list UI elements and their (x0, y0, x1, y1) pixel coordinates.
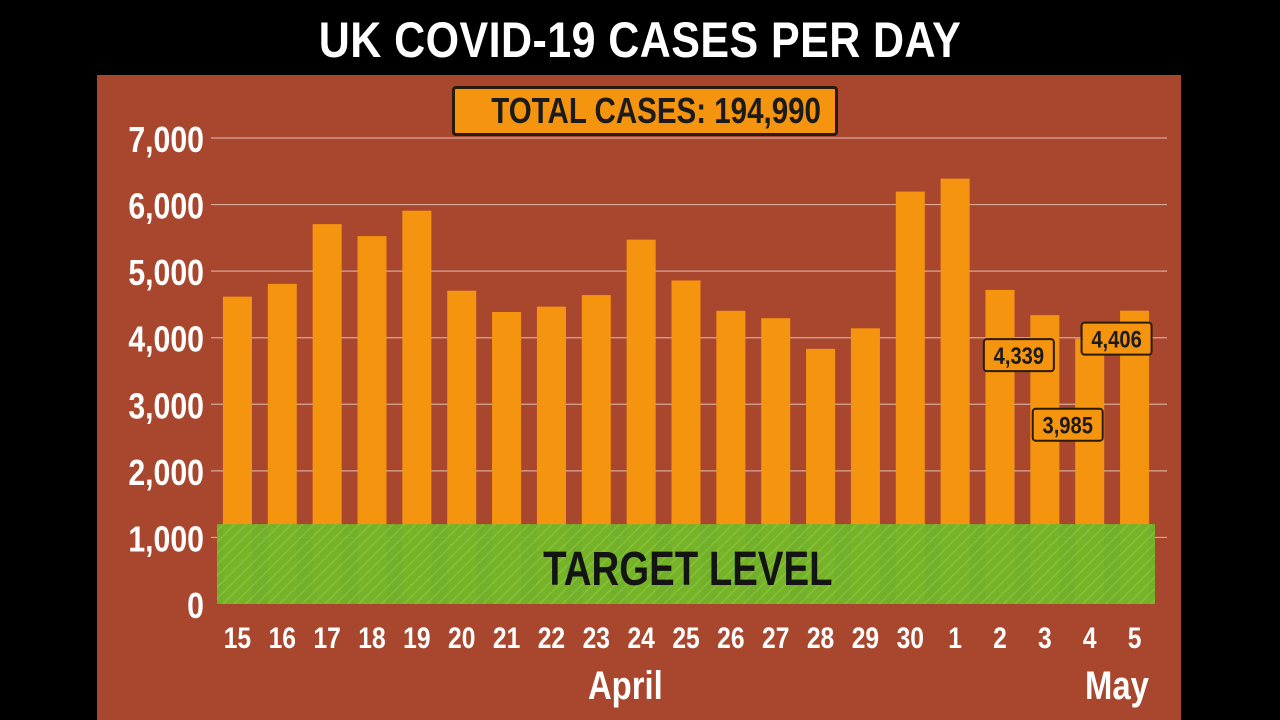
x-tick-label: 26 (717, 621, 744, 655)
month-label-april: April (588, 664, 663, 708)
total-cases-text: TOTAL CASES: 194,990 (491, 90, 821, 131)
y-tick-label: 1,000 (128, 520, 204, 560)
chart-title: UK COVID-19 CASES PER DAY (318, 12, 962, 68)
y-tick-label: 6,000 (128, 187, 204, 227)
x-tick-label: 30 (897, 621, 924, 655)
y-tick-label: 2,000 (128, 453, 204, 493)
x-tick-label: 4 (1083, 621, 1097, 655)
data-label: 4,406 (1091, 326, 1141, 353)
y-tick-label: 0 (187, 587, 204, 627)
target-level-text: TARGET LEVEL (543, 543, 833, 596)
x-tick-label: 1 (948, 621, 962, 655)
month-label-may: May (1085, 664, 1149, 708)
x-tick-label: 27 (762, 621, 789, 655)
target-level-band (217, 524, 1155, 604)
target-level-label: TARGET LEVEL (498, 540, 878, 600)
data-label-box (982, 338, 1055, 373)
x-tick-label: 29 (852, 621, 879, 655)
data-label-box (1080, 321, 1153, 356)
x-tick-label: 28 (807, 621, 834, 655)
y-tick-label: 5,000 (128, 254, 204, 294)
y-tick-label: 7,000 (128, 121, 204, 161)
x-tick-label: 2 (993, 621, 1007, 655)
data-label-box (1031, 407, 1104, 442)
x-tick-label: 5 (1128, 621, 1142, 655)
x-tick-label: 15 (224, 621, 251, 655)
y-tick-label: 3,000 (128, 387, 204, 427)
x-tick-label: 20 (448, 621, 475, 655)
x-tick-label: 17 (313, 621, 340, 655)
x-tick-label: 18 (358, 621, 385, 655)
y-tick-label: 4,000 (128, 320, 204, 360)
x-tick-label: 19 (403, 621, 430, 655)
x-tick-label: 24 (627, 621, 655, 655)
x-tick-label: 22 (538, 621, 565, 655)
x-tick-label: 21 (493, 621, 520, 655)
data-label: 4,339 (994, 342, 1044, 369)
x-tick-label: 23 (583, 621, 610, 655)
data-label: 3,985 (1042, 412, 1092, 439)
total-cases-badge: TOTAL CASES: 194,990 (452, 86, 838, 136)
x-tick-label: 16 (269, 621, 296, 655)
x-tick-label: 3 (1038, 621, 1052, 655)
x-tick-label: 25 (672, 621, 699, 655)
